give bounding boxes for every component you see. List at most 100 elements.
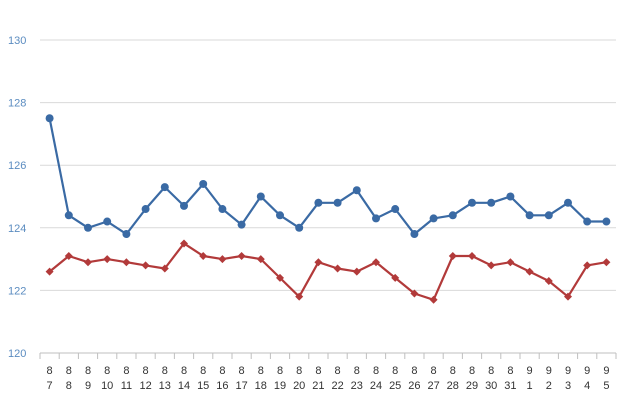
data-point [180, 239, 188, 248]
data-point [564, 292, 572, 301]
x-tick-label-day: 5 [603, 380, 609, 392]
data-point [391, 273, 400, 282]
series-line [48, 118, 607, 236]
x-tick-label-month: 8 [469, 365, 475, 377]
y-tick-label: 128 [8, 98, 26, 110]
x-tick-label-day: 7 [47, 380, 53, 392]
x-tick-label-day: 12 [139, 380, 151, 392]
series-1 [45, 114, 611, 239]
x-tick-label-month: 9 [603, 365, 609, 377]
x-tick-label-day: 1 [527, 380, 533, 392]
data-point [84, 223, 92, 232]
data-point [160, 183, 169, 192]
x-tick-label-month: 8 [507, 365, 513, 377]
data-point [468, 198, 476, 207]
data-point [295, 223, 304, 232]
x-tick-label-month: 8 [239, 365, 245, 377]
y-tick-label: 130 [8, 35, 26, 47]
data-point [448, 251, 457, 260]
data-point [333, 264, 342, 273]
x-tick-label-month: 8 [277, 365, 283, 377]
x-tick-label-day: 25 [389, 380, 401, 392]
x-tick-label-month: 9 [584, 365, 590, 377]
data-point [103, 255, 112, 264]
data-point [602, 258, 611, 267]
x-tick-label-day: 20 [293, 380, 305, 392]
data-point [391, 205, 400, 214]
data-point [448, 211, 457, 220]
data-point [544, 277, 553, 286]
x-tick-label-day: 28 [447, 380, 459, 392]
x-tick-label-month: 9 [565, 365, 571, 377]
data-point [410, 230, 419, 239]
data-point [468, 251, 476, 260]
x-tick-label-month: 8 [296, 365, 302, 377]
x-tick-label-day: 13 [159, 380, 171, 392]
data-point [410, 289, 419, 298]
data-point [333, 198, 342, 207]
data-point [218, 205, 227, 214]
data-point [199, 179, 208, 188]
data-point [602, 217, 611, 226]
x-tick-label-month: 8 [258, 365, 264, 377]
x-tick-label-month: 8 [450, 365, 456, 377]
x-tick-label-month: 8 [373, 365, 379, 377]
x-tick-label-day: 21 [312, 380, 324, 392]
y-tick-label: 122 [8, 285, 26, 297]
x-tick-label-day: 29 [466, 380, 478, 392]
x-tick-label-month: 8 [123, 365, 129, 377]
x-tick-label-day: 26 [408, 380, 420, 392]
x-tick-label-month: 8 [392, 365, 398, 377]
x-tick-label-day: 18 [255, 380, 267, 392]
data-point [583, 261, 592, 270]
data-point [122, 258, 131, 267]
data-point [160, 264, 169, 273]
x-tick-label-day: 9 [85, 380, 91, 392]
data-point [429, 295, 438, 304]
data-point [256, 255, 265, 264]
data-point [564, 198, 572, 207]
y-axis-tick-labels: 120 122 124 126 128 130 [8, 35, 26, 360]
x-tick-label-month: 8 [104, 365, 110, 377]
data-point [525, 211, 534, 220]
data-point [64, 251, 73, 260]
data-point [64, 211, 73, 220]
data-point [237, 251, 246, 260]
y-tick-label: 124 [8, 223, 26, 235]
x-tick-label-day: 15 [197, 380, 209, 392]
x-tick-label-day: 4 [584, 380, 590, 392]
x-tick-label-day: 14 [178, 380, 190, 392]
x-tick-label-month: 8 [354, 365, 360, 377]
x-tick-label-month: 8 [411, 365, 417, 377]
x-tick-label-month: 8 [431, 365, 437, 377]
x-tick-label-day: 30 [485, 380, 497, 392]
data-point [487, 261, 496, 270]
x-tick-label-day: 17 [235, 380, 247, 392]
data-point [314, 198, 323, 207]
data-point [180, 201, 188, 210]
x-tick-label-month: 8 [488, 365, 494, 377]
x-tick-label-month: 9 [546, 365, 552, 377]
data-point [276, 273, 284, 282]
x-tick-label-month: 8 [200, 365, 206, 377]
data-point [103, 217, 112, 226]
y-tick-label: 120 [8, 348, 26, 360]
data-point [218, 255, 227, 264]
x-tick-label-month: 8 [162, 365, 168, 377]
data-point [256, 192, 265, 201]
data-point [141, 205, 150, 214]
data-point [506, 258, 515, 267]
series-2 [45, 239, 611, 304]
x-axis-tick-labels: 8788898108118128138148158168178188198208… [47, 365, 610, 392]
x-tick-label-day: 31 [504, 380, 516, 392]
data-point [352, 186, 361, 195]
x-tick-label-day: 3 [565, 380, 571, 392]
data-point [295, 292, 304, 301]
data-point [544, 211, 553, 220]
grid-lines [40, 39, 616, 291]
y-tick-label: 126 [8, 160, 26, 172]
x-tick-label-day: 10 [101, 380, 113, 392]
x-tick-label-day: 22 [331, 380, 343, 392]
data-point [199, 251, 208, 260]
